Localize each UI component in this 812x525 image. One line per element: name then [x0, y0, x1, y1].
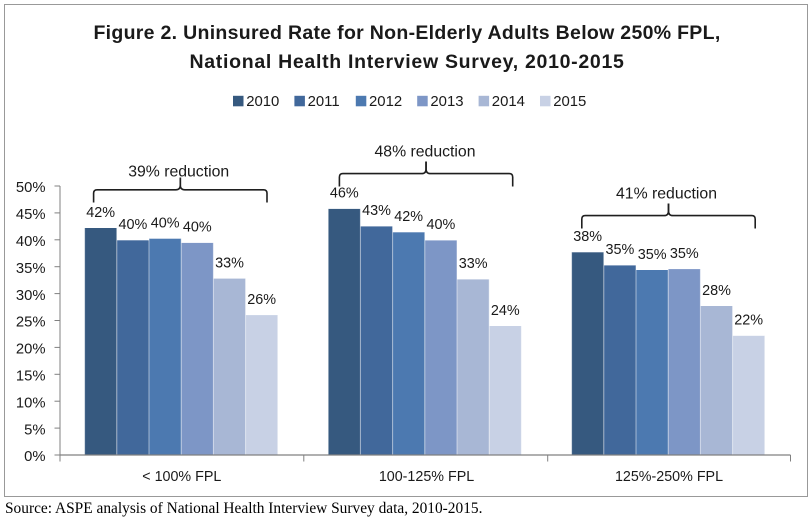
svg-text:45%: 45%: [16, 207, 46, 223]
svg-text:25%: 25%: [16, 315, 46, 331]
svg-text:42%: 42%: [394, 209, 423, 225]
svg-text:100-125% FPL: 100-125% FPL: [379, 469, 474, 485]
svg-text:33%: 33%: [215, 255, 244, 271]
svg-text:28%: 28%: [702, 283, 731, 299]
svg-text:42%: 42%: [86, 205, 115, 221]
svg-text:Source: ASPE analysis of Natio: Source: ASPE analysis of National Health…: [5, 500, 482, 517]
svg-text:30%: 30%: [16, 288, 46, 304]
svg-text:2015: 2015: [553, 94, 586, 110]
svg-text:46%: 46%: [330, 186, 359, 202]
svg-text:48% reduction: 48% reduction: [375, 144, 476, 161]
svg-text:40%: 40%: [426, 217, 455, 233]
svg-text:35%: 35%: [638, 247, 667, 263]
svg-text:2012: 2012: [369, 94, 402, 110]
svg-text:< 100% FPL: < 100% FPL: [142, 469, 221, 485]
svg-text:41% reduction: 41% reduction: [616, 186, 717, 203]
svg-text:40%: 40%: [118, 217, 147, 233]
svg-text:5%: 5%: [24, 422, 45, 438]
svg-text:24%: 24%: [491, 303, 520, 319]
svg-text:50%: 50%: [16, 180, 46, 196]
svg-text:43%: 43%: [362, 203, 391, 219]
svg-text:2013: 2013: [430, 94, 463, 110]
svg-text:15%: 15%: [16, 369, 46, 385]
svg-text:38%: 38%: [573, 229, 602, 245]
svg-text:26%: 26%: [247, 292, 276, 308]
svg-text:33%: 33%: [459, 256, 488, 272]
svg-text:National Health Interview Surv: National Health Interview Survey, 2010-2…: [189, 51, 624, 73]
svg-text:39% reduction: 39% reduction: [128, 163, 229, 180]
svg-text:22%: 22%: [734, 313, 763, 329]
svg-text:40%: 40%: [151, 216, 180, 232]
svg-text:20%: 20%: [16, 342, 46, 358]
svg-text:35%: 35%: [605, 242, 634, 258]
svg-text:2014: 2014: [492, 94, 525, 110]
svg-text:125%-250% FPL: 125%-250% FPL: [615, 469, 723, 485]
svg-text:Figure 2. Uninsured Rate for N: Figure 2. Uninsured Rate for Non-Elderly…: [93, 22, 720, 44]
svg-text:40%: 40%: [183, 220, 212, 236]
svg-text:0%: 0%: [24, 449, 45, 465]
svg-text:35%: 35%: [670, 246, 699, 262]
svg-text:10%: 10%: [16, 395, 46, 411]
svg-text:35%: 35%: [16, 261, 46, 277]
svg-text:2010: 2010: [246, 94, 279, 110]
svg-text:40%: 40%: [16, 234, 46, 250]
svg-text:2011: 2011: [308, 94, 340, 110]
